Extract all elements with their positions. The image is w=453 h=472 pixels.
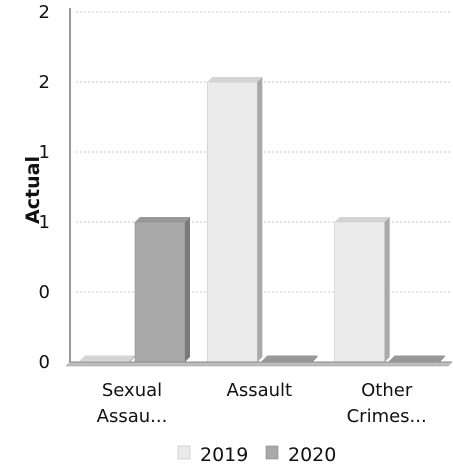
legend-swatch: [265, 445, 279, 460]
y-tick-label: 0: [39, 352, 50, 373]
bar-2019-1: [207, 77, 263, 363]
legend-swatch: [177, 445, 191, 460]
legend: 2019 2020: [177, 444, 336, 466]
chart-floor: [65, 361, 453, 367]
axes: [65, 8, 453, 367]
bar-2019-0: [79, 355, 135, 363]
x-category-labels: Sexual Assau... Assault Other Crimes...: [97, 380, 427, 427]
legend-item-2019: 2019: [177, 444, 248, 466]
y-tick-label: 1: [39, 212, 50, 233]
gridlines: [76, 11, 452, 293]
legend-label: 2019: [200, 444, 248, 466]
bar-2019-2: [334, 217, 390, 363]
bar-2020-0: [134, 217, 190, 363]
legend-item-2020: 2020: [265, 444, 336, 466]
bar-2020-1: [262, 355, 318, 363]
y-tick-label: 1: [39, 142, 50, 163]
y-tick-labels: 0 0 1 1 2 2: [39, 2, 50, 373]
x-category-label: Other Crimes...: [347, 380, 427, 427]
y-tick-label: 2: [39, 2, 50, 23]
legend-label: 2020: [288, 444, 336, 466]
y-tick-label: 0: [39, 282, 50, 303]
x-category-label: Sexual Assau...: [97, 380, 168, 427]
y-axis-title: Actual: [22, 156, 44, 224]
bars: [79, 77, 445, 363]
x-category-label: Assault: [227, 380, 293, 401]
bar-2020-2: [389, 355, 445, 363]
y-tick-label: 2: [39, 72, 50, 93]
